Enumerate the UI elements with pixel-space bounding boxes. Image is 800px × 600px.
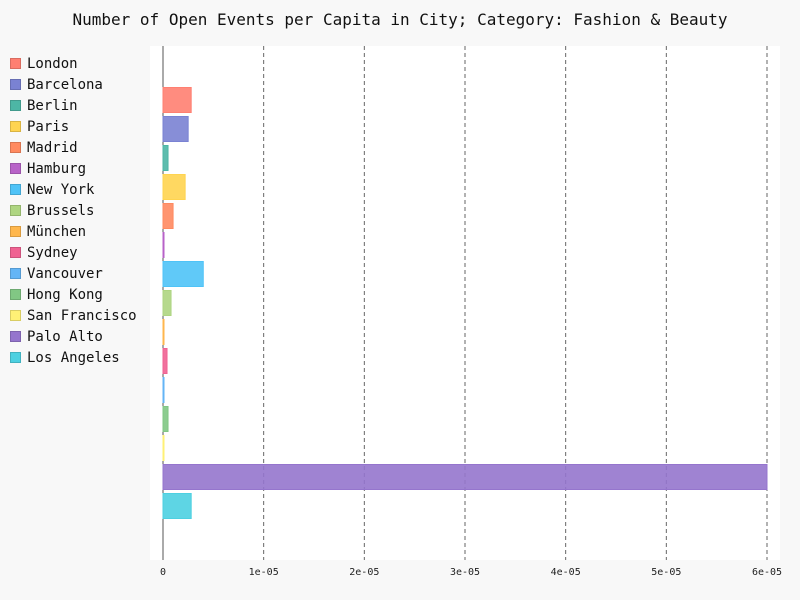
legend-swatch [10, 163, 21, 174]
legend-label: Brussels [27, 202, 95, 219]
bar-hong-kong [162, 406, 169, 432]
legend-label: Madrid [27, 139, 78, 156]
legend-label: San Francisco [27, 307, 137, 324]
legend: London Barcelona Berlin Paris Madrid Hamburg N… [10, 53, 155, 368]
x-tick-label: 3e-05 [450, 567, 480, 578]
legend-item[interactable]: Sydney [10, 242, 155, 263]
x-tick-label: 1e-05 [249, 567, 279, 578]
legend-item[interactable]: London [10, 53, 155, 74]
legend-label: Hong Kong [27, 286, 103, 303]
bar-paris [162, 174, 186, 200]
chart-title: Number of Open Events per Capita in City… [72, 10, 728, 29]
bar-new-york [162, 261, 204, 287]
bar-los-angeles [162, 493, 192, 519]
bar-barcelona [162, 116, 189, 142]
legend-item[interactable]: Berlin [10, 95, 155, 116]
legend-swatch [10, 310, 21, 321]
x-tick-label: 5e-05 [651, 567, 681, 578]
legend-swatch [10, 121, 21, 132]
x-tick-label: 2e-05 [349, 567, 379, 578]
legend-swatch [10, 100, 21, 111]
legend-label: Barcelona [27, 76, 103, 93]
legend-swatch [10, 79, 21, 90]
legend-label: Vancouver [27, 265, 103, 282]
legend-swatch [10, 142, 21, 153]
legend-swatch [10, 268, 21, 279]
legend-swatch [10, 226, 21, 237]
legend-item[interactable]: Los Angeles [10, 347, 155, 368]
legend-item[interactable]: München [10, 221, 155, 242]
legend-swatch [10, 352, 21, 363]
bar-palo-alto [162, 464, 768, 490]
bar-san-francisco [162, 435, 165, 461]
legend-label: München [27, 223, 87, 240]
bar-madrid [162, 203, 174, 229]
x-tick-label: 4e-05 [551, 567, 581, 578]
legend-item[interactable]: New York [10, 179, 155, 200]
legend-item[interactable]: Vancouver [10, 263, 155, 284]
legend-item[interactable]: Brussels [10, 200, 155, 221]
bar-brussels [162, 290, 172, 316]
bar-m-nchen [162, 319, 165, 345]
x-tick-label: 6e-05 [752, 567, 782, 578]
x-tick-label: 0 [160, 567, 166, 578]
legend-label: Hamburg [27, 160, 87, 177]
legend-item[interactable]: Madrid [10, 137, 155, 158]
legend-label: New York [27, 181, 95, 198]
legend-label: Sydney [27, 244, 78, 261]
bar-sydney [162, 348, 168, 374]
legend-item[interactable]: Barcelona [10, 74, 155, 95]
legend-swatch [10, 331, 21, 342]
legend-swatch [10, 289, 21, 300]
legend-swatch [10, 247, 21, 258]
legend-swatch [10, 205, 21, 216]
bar-berlin [162, 145, 169, 171]
legend-item[interactable]: San Francisco [10, 305, 155, 326]
legend-swatch [10, 58, 21, 69]
legend-item[interactable]: Paris [10, 116, 155, 137]
legend-item[interactable]: Hamburg [10, 158, 155, 179]
legend-label: London [27, 55, 78, 72]
bar-hamburg [162, 232, 165, 258]
bar-london [162, 87, 192, 113]
bar-vancouver [162, 377, 165, 403]
legend-label: Paris [27, 118, 70, 135]
legend-item[interactable]: Palo Alto [10, 326, 155, 347]
legend-label: Los Angeles [27, 349, 120, 366]
legend-label: Palo Alto [27, 328, 103, 345]
legend-swatch [10, 184, 21, 195]
legend-label: Berlin [27, 97, 78, 114]
legend-item[interactable]: Hong Kong [10, 284, 155, 305]
